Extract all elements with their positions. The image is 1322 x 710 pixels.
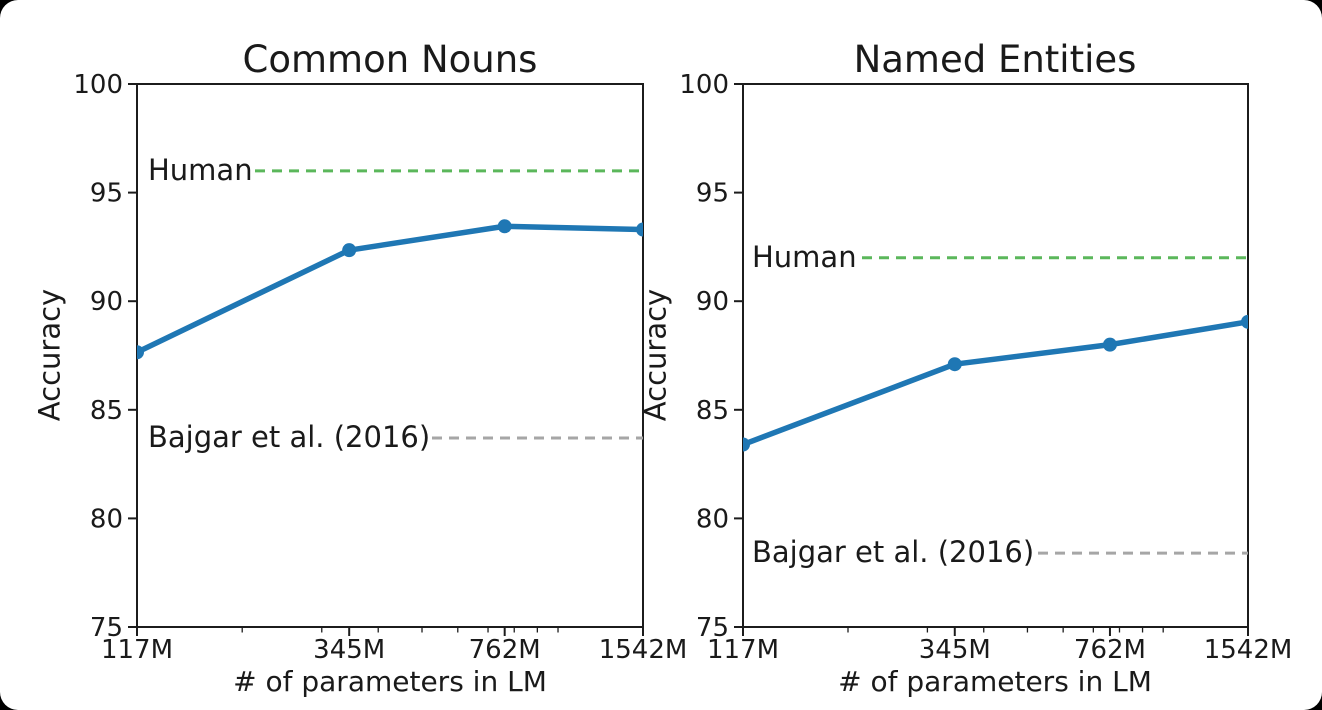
- x-tick-label: 762M: [469, 635, 541, 665]
- y-axis-label-right: Accuracy: [638, 288, 673, 422]
- axes-spines: [742, 83, 1249, 628]
- bajgar-line-label-left: Bajgar et al. (2016): [148, 419, 431, 454]
- human-line-label-left: Human: [148, 152, 253, 187]
- y-tick-label: 75: [90, 613, 123, 643]
- y-tick-label: 95: [90, 179, 123, 209]
- data-point-marker: [497, 219, 512, 234]
- y-tick-label: 90: [696, 287, 729, 317]
- data-point-marker: [137, 345, 144, 360]
- y-tick-label: 85: [696, 396, 729, 426]
- x-tick-label: 345M: [313, 635, 385, 665]
- x-axis-label-right: # of parameters in LM: [838, 665, 1152, 698]
- y-tick-label: 75: [696, 613, 729, 643]
- data-point-marker: [342, 243, 357, 258]
- data-point-marker: [636, 222, 643, 237]
- data-series: [137, 219, 643, 360]
- bajgar-line-label-right: Bajgar et al. (2016): [752, 534, 1035, 569]
- data-point-marker: [1241, 314, 1248, 329]
- series-line: [137, 223, 643, 355]
- x-tick-label: 117M: [707, 635, 779, 665]
- chart-panel-1: 75 80 85 90 95 100 117M 345M 762M 1542M: [679, 70, 1292, 665]
- y-tick-label: 100: [73, 70, 123, 100]
- chart-panel-0: 75 80 85 90 95 100 117M 345M 762M 1542M: [73, 70, 687, 665]
- y-tick-label: 85: [90, 396, 123, 426]
- y-tick-label: 80: [696, 504, 729, 534]
- data-point-marker: [1102, 337, 1117, 352]
- y-tick-label: 100: [679, 70, 729, 100]
- x-tick-label: 1542M: [1204, 635, 1293, 665]
- x-tick-label: 117M: [101, 635, 173, 665]
- panel-title-common-nouns: Common Nouns: [242, 38, 538, 81]
- y-tick-label: 90: [90, 287, 123, 317]
- y-axis-label-left: Accuracy: [32, 288, 67, 422]
- panel-title-named-entities: Named Entities: [853, 38, 1137, 81]
- data-series: [743, 314, 1248, 452]
- data-point-marker: [947, 357, 962, 372]
- data-point-marker: [743, 437, 750, 452]
- series-line: [743, 319, 1248, 448]
- y-tick-label: 95: [696, 179, 729, 209]
- human-line-label-right: Human: [752, 239, 857, 274]
- y-tick-label: 80: [90, 504, 123, 534]
- x-tick-label: 1542M: [599, 635, 688, 665]
- x-tick-label: 345M: [919, 635, 991, 665]
- x-tick-label: 762M: [1074, 635, 1146, 665]
- x-axis-label-left: # of parameters in LM: [233, 665, 547, 698]
